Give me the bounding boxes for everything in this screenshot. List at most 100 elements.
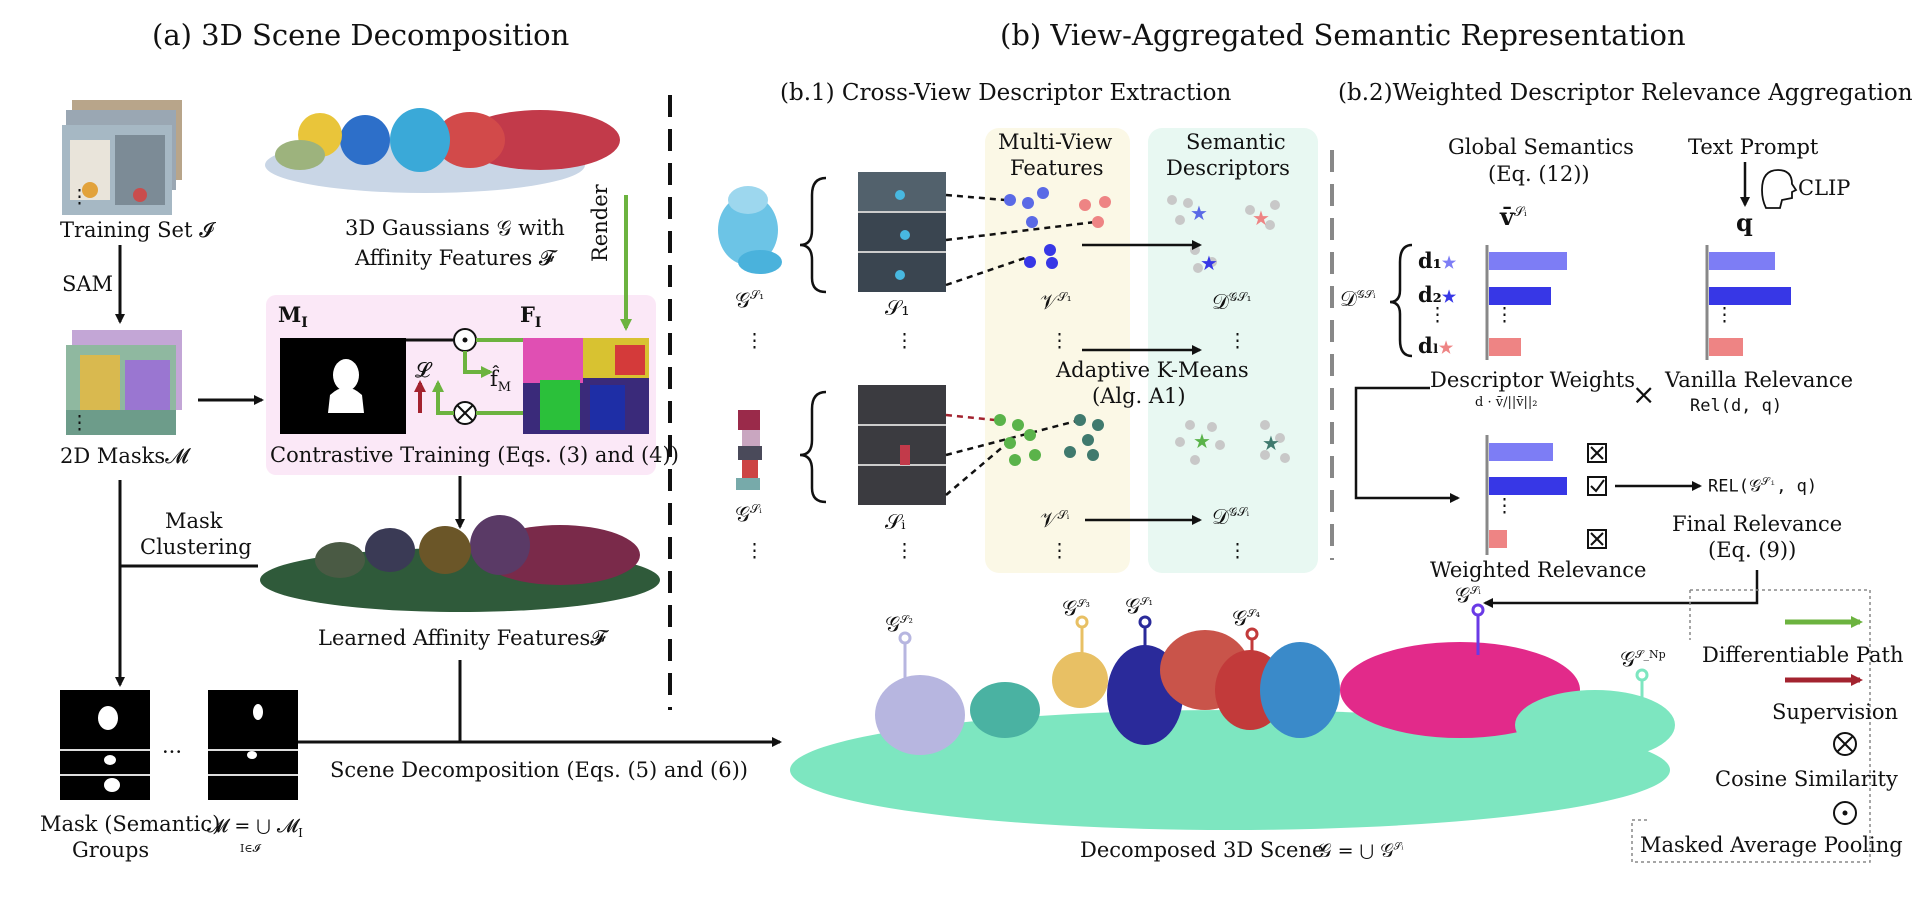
vdots-d-list: ⋮ [1428,304,1447,326]
render-label: Render [588,184,612,262]
contrastive-label: Contrastive Training (Eqs. (3) and (4)) [270,443,679,467]
d2-label: d₂★ [1418,282,1457,307]
view-stack-si [858,385,946,505]
features-si [994,414,1104,466]
vanilla-relevance-bars [1705,245,1791,360]
g-si-label: 𝒢𝒮ᵢ [735,502,762,526]
rel-dq-label: Rel(d, q) [1690,396,1783,416]
training-set-label: Training Set 𝓘 [60,218,214,242]
final-relevance-label-1: Final Relevance [1672,512,1843,536]
d-si-label: 𝒟𝒢𝒮ᵢ [1212,505,1250,529]
g-s1-label: 𝒢𝒮₁ [735,288,765,312]
head-icon [1761,169,1798,209]
vdots-training: ⋮ [70,186,89,208]
text-prompt-label: Text Prompt [1688,135,1819,159]
b2-title: (b.2)Weighted Descriptor Relevance Aggre… [1338,80,1913,106]
semantic-desc-label-1: Semantic [1186,130,1286,154]
scene-formula: 𝒢 = ⋃ 𝒢𝒮ᵢ [1318,840,1404,862]
svg-text:★: ★ [1252,206,1270,230]
adaptive-kmeans-label-2: (Alg. A1) [1092,384,1186,408]
scene-g-s4: 𝒢𝒮₄ [1232,606,1260,630]
descriptor-brace [1389,243,1413,358]
vdots-vanilla: ⋮ [1715,304,1734,326]
check-box-icon [1587,476,1607,496]
section-a-title: (a) 3D Scene Decomposition [152,18,570,52]
svg-text:★: ★ [1190,201,1208,225]
mask-groups-label-1: Mask (Semantic) [40,812,221,836]
multi-view-label-1: Multi-View [998,130,1113,154]
brace-si [799,390,827,504]
b1-title: (b.1) Cross-View Descriptor Extraction [780,80,1232,106]
global-semantics-label-2: (Eq. (12)) [1488,162,1590,186]
v-bar-label: v̄𝒮ᵢ [1500,202,1527,231]
v-s1-label: 𝒱𝒮₁ [1040,290,1072,314]
sam-label: SAM [62,272,114,296]
decomposed-scene-cloud [790,630,1675,830]
weighted-relevance-bars [1485,435,1567,555]
adaptive-kmeans-label-1: Adaptive K-Means [1056,358,1249,382]
vdots-si: ⋮ [895,540,914,562]
legend-pooling: Masked Average Pooling [1640,833,1903,857]
q-label: q [1736,208,1753,237]
vanilla-relevance-label: Vanilla Relevance [1665,368,1854,392]
multi-view-panel [985,128,1130,573]
f-hat-label: f̂M [490,367,512,396]
scene-g-s2: 𝒢𝒮₂ [885,612,913,636]
descriptor-weights-label: Descriptor Weights [1430,368,1635,392]
vdots-bars: ⋮ [1495,304,1514,326]
section-b-title: (b) View-Aggregated Semantic Representat… [1000,18,1686,52]
d-s1-label: 𝒟𝒢𝒮₁ [1212,290,1252,314]
clip-label: CLIP [1798,176,1851,200]
scene-markers [898,603,1649,760]
legend-box [1631,589,1871,863]
legend-differentiable: Differentiable Path [1702,643,1904,667]
d1-label: d₁★ [1418,248,1457,273]
mask-group-1 [60,690,150,800]
mask-union-under: I∈𝓘 [240,842,260,855]
mask-clustering-label-2: Clustering [140,535,252,559]
descriptor-weights-formula: d · v̄/||v̄||₂ [1475,395,1538,410]
vdots-masks: ⋮ [70,412,89,434]
learned-affinity-label: Learned Affinity Features𝓕 [318,626,606,650]
feature-fi-label: FI [520,302,542,332]
global-semantics-label-1: Global Semantics [1448,135,1634,159]
vdots-gi: ⋮ [745,540,764,562]
times-symbol: × [1632,378,1656,411]
object-s1-points [718,186,782,274]
legend-supervision: Supervision [1772,700,1899,724]
svg-text:★: ★ [1200,251,1218,275]
global-semantics-bars [1485,245,1567,360]
multi-view-label-2: Features [1010,156,1104,180]
learned-affinity-cloud [260,515,660,612]
svg-text:★: ★ [1193,429,1211,453]
masks-2d-images [66,330,182,435]
view-stack-s1 [858,172,946,292]
gaussians-point-cloud [265,108,620,193]
vdots-weighted: ⋮ [1495,495,1514,517]
scene-caption: Decomposed 3D Scene [1080,838,1325,862]
scene-g-snp: 𝒢𝒮_Np [1620,647,1666,671]
scene-decomp-label: Scene Decomposition (Eqs. (5) and (6)) [330,758,748,782]
v-si-label: 𝒱𝒮ᵢ [1040,508,1070,532]
gaussians-label-1: 3D Gaussians 𝒢 with [345,216,565,240]
scene-g-s3: 𝒢𝒮₃ [1062,596,1090,620]
masks-2d-label: 2D Masks𝓜 [60,444,189,468]
s1-label: 𝒮₁ [885,296,910,320]
x-box-icon-2 [1587,529,1607,549]
descriptors-si: ★ ★ [1175,420,1290,465]
vdots-d1: ⋮ [1228,330,1247,352]
vdots-g1: ⋮ [745,330,764,352]
semantic-desc-label-2: Descriptors [1166,156,1290,180]
vdots-di: ⋮ [1228,540,1247,562]
final-relevance-label-2: (Eq. (9)) [1708,538,1797,562]
loss-label: 𝓛 [415,358,431,382]
scene-g-si: 𝒢𝒮ᵢ [1455,583,1481,607]
svg-text:★: ★ [1262,431,1280,455]
mask-clustering-label-1: Mask [165,509,223,533]
scene-g-s1: 𝒢𝒮₁ [1125,594,1153,618]
object-si-points [736,410,762,490]
mask-union-formula: 𝓜 = ⋃ 𝓜I [207,815,303,840]
mask-groups-label-2: Groups [72,838,150,862]
legend-cosine: Cosine Similarity [1715,767,1898,791]
